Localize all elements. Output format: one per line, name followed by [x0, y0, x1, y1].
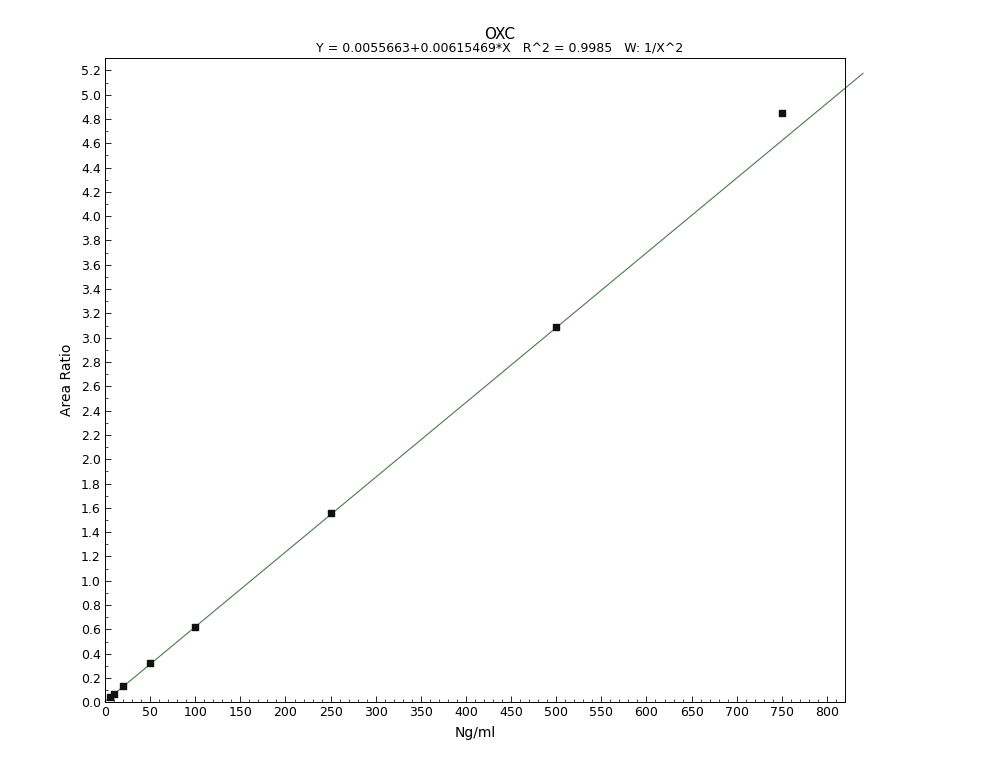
Text: Y = 0.0055663+0.00615469*X   R^2 = 0.9985   W: 1/X^2: Y = 0.0055663+0.00615469*X R^2 = 0.9985 …	[316, 43, 684, 56]
Y-axis label: Area Ratio: Area Ratio	[60, 344, 74, 417]
Point	[548, 320, 564, 333]
Point	[323, 507, 339, 519]
Point	[187, 621, 203, 633]
Point	[142, 657, 158, 670]
Point	[115, 681, 131, 693]
X-axis label: Ng/ml: Ng/ml	[454, 726, 496, 740]
Point	[106, 688, 122, 700]
Point	[102, 691, 118, 704]
Point	[774, 106, 790, 119]
Text: OXC: OXC	[484, 27, 516, 42]
